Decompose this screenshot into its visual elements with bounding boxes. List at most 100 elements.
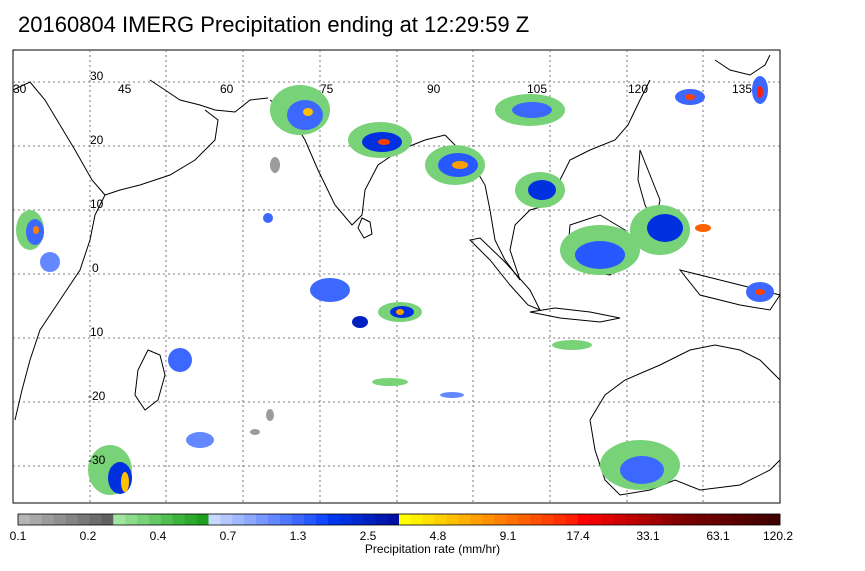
rain-cell [168, 348, 192, 372]
precipitation-cells [16, 76, 774, 495]
colorbar-swatch [53, 514, 66, 525]
new-guinea-coastline [678, 269, 781, 311]
colorbar-swatch [291, 514, 305, 525]
colorbar-swatch [744, 514, 757, 525]
colorbar-swatch [625, 514, 638, 525]
arabian-gulf-coastline [149, 79, 269, 113]
rain-cell [440, 392, 464, 398]
colorbar-tick-label: 0.2 [79, 529, 97, 543]
colorbar-swatch [125, 514, 138, 525]
rain-cell [620, 456, 664, 484]
colorbar-swatch [708, 514, 721, 525]
latitude-label: 10 [90, 197, 104, 211]
colorbar-swatch [303, 514, 316, 525]
colorbar-tick-label: 0.7 [219, 529, 237, 543]
colorbar-tick-label: 17.4 [566, 529, 590, 543]
colorbar-tick-label: 0.1 [9, 529, 27, 543]
rain-cell [40, 252, 60, 272]
colorbar-swatch [458, 514, 471, 525]
madagascar-coastline [134, 349, 166, 411]
colorbar-swatch [422, 514, 436, 525]
japan-coastline [714, 54, 771, 76]
colorbar-swatch [101, 514, 114, 525]
colorbar-swatch [446, 514, 459, 525]
colorbar-tick-label: 2.5 [359, 529, 377, 543]
colorbar-tick-label: 1.3 [289, 529, 307, 543]
colorbar-swatch [506, 514, 519, 525]
sri-lanka-coastline [357, 217, 373, 239]
rain-cell [452, 161, 468, 169]
rain-cell [755, 289, 765, 295]
rain-cell [695, 224, 711, 232]
colorbar-swatch [160, 514, 174, 525]
latitude-label: -20 [88, 389, 106, 403]
colorbar-swatch [470, 514, 483, 525]
colorbar-swatches [17, 513, 781, 526]
colorbar-swatch [494, 514, 507, 525]
colorbar-swatch [18, 514, 31, 525]
colorbar-swatch [660, 514, 674, 525]
latitude-label: 30 [90, 69, 104, 83]
colorbar-swatch [172, 514, 185, 525]
colorbar-tick-label: 63.1 [706, 529, 730, 543]
colorbar-tick-label: 4.8 [429, 529, 447, 543]
rain-cell [121, 472, 129, 492]
longitude-label: 30 [13, 82, 27, 96]
colorbar-swatch [184, 514, 197, 525]
colorbar-swatch [529, 514, 543, 525]
colorbar-swatch [589, 514, 602, 525]
plot-title: 20160804 IMERG Precipitation ending at 1… [18, 12, 530, 37]
colorbar-swatch [327, 514, 340, 525]
rain-cell [378, 139, 390, 145]
rain-cell [396, 309, 404, 315]
longitude-label: 75 [320, 82, 334, 96]
colorbar-swatch [29, 514, 43, 525]
colorbar-swatch [577, 514, 590, 525]
colorbar-swatch [148, 514, 162, 525]
colorbar-swatch [541, 514, 555, 525]
africa-arabia-coastline [12, 81, 219, 421]
colorbar-swatch [613, 514, 626, 525]
colorbar-swatch [768, 514, 781, 525]
rain-cell [186, 432, 214, 448]
colorbar-swatch [410, 514, 424, 525]
colorbar-swatch [137, 514, 150, 525]
colorbar-swatch [77, 514, 90, 525]
latitude-label: 20 [90, 133, 104, 147]
rain-cell [266, 409, 274, 421]
colorbar-swatch [434, 514, 447, 525]
rain-cell [685, 94, 695, 100]
rain-cell [270, 157, 280, 173]
longitude-label: 60 [220, 82, 234, 96]
rain-cell [757, 86, 763, 98]
java-coastline [529, 307, 621, 323]
colorbar-tick-label: 33.1 [636, 529, 660, 543]
rain-cell [263, 213, 273, 223]
colorbar-swatch [351, 514, 364, 525]
rain-cell [528, 180, 556, 200]
rain-cell [33, 226, 39, 234]
latitude-label: 0 [92, 261, 99, 275]
colorbar-swatch [565, 514, 578, 525]
rain-cell [352, 316, 368, 328]
longitude-label: 120 [628, 82, 648, 96]
colorbar-outline [17, 513, 781, 526]
rain-cell [552, 340, 592, 350]
rain-cell [250, 429, 260, 435]
colorbar-swatch [113, 514, 126, 525]
colorbar-swatch [363, 514, 376, 525]
colorbar-swatch [279, 514, 293, 525]
colorbar-swatch [65, 514, 78, 525]
colorbar-swatch [756, 514, 769, 525]
colorbar-swatch [220, 514, 233, 525]
latitude-labels: 30 20 10 0 10 -20 -30 [88, 69, 106, 467]
colorbar-swatch [684, 514, 697, 525]
longitude-label: 45 [118, 82, 132, 96]
rain-cell [310, 278, 350, 302]
longitude-labels: 30 45 60 75 90 105 120 135 [13, 82, 752, 96]
colorbar-tick-label: 0.4 [149, 529, 167, 543]
colorbar-swatch [256, 514, 269, 525]
rain-cell [647, 214, 683, 242]
